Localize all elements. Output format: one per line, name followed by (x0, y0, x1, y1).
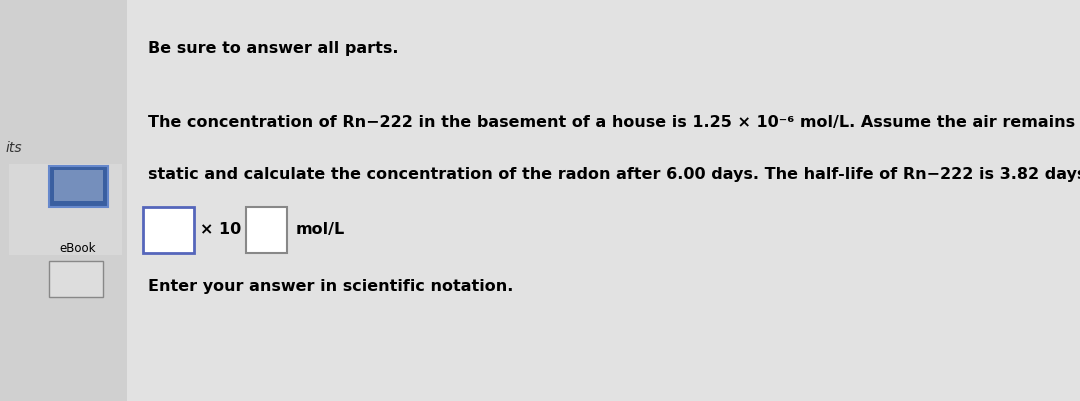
Text: The concentration of Rn−222 in the basement of a house is 1.25 × 10⁻⁶ mol/L. Ass: The concentration of Rn−222 in the basem… (148, 115, 1075, 130)
FancyBboxPatch shape (143, 207, 194, 253)
Text: Enter your answer in scientific notation.: Enter your answer in scientific notation… (148, 279, 513, 294)
FancyBboxPatch shape (246, 207, 287, 253)
Text: mol/L: mol/L (296, 222, 346, 237)
Text: its: its (5, 142, 22, 155)
Text: eBook: eBook (59, 242, 96, 255)
Text: static and calculate the concentration of the radon after 6.00 days. The half-li: static and calculate the concentration o… (148, 167, 1080, 182)
FancyBboxPatch shape (9, 164, 122, 255)
FancyBboxPatch shape (127, 0, 1080, 401)
Text: Be sure to answer all parts.: Be sure to answer all parts. (148, 41, 399, 56)
FancyBboxPatch shape (0, 0, 127, 401)
FancyBboxPatch shape (49, 166, 108, 207)
FancyBboxPatch shape (54, 170, 103, 200)
Text: × 10: × 10 (200, 222, 241, 237)
FancyBboxPatch shape (49, 261, 103, 297)
